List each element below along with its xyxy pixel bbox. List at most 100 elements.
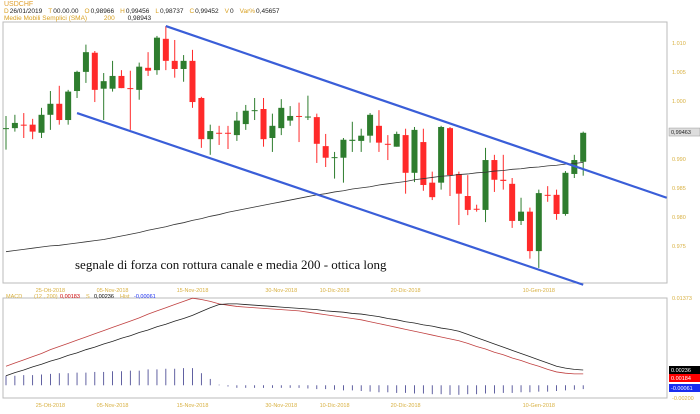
readout-key: H — [120, 8, 125, 15]
symbol-title: USDCHF — [4, 1, 34, 8]
candle-down — [553, 194, 560, 214]
candle-down — [260, 109, 267, 140]
x-tick-label-top: 25-Ott-2018 — [36, 288, 65, 294]
candle-down — [526, 211, 533, 252]
readout-key: D — [4, 8, 9, 15]
candle-up — [3, 128, 9, 130]
candle-down — [118, 75, 125, 89]
macd-badge — [669, 384, 700, 392]
x-tick-label-top: 05-Nov-2018 — [97, 288, 129, 294]
candle-up — [367, 114, 374, 136]
candle-up — [269, 125, 276, 138]
macd-badge-label: 0.00184 — [671, 376, 691, 382]
candle-down — [384, 143, 391, 145]
candle-down — [491, 160, 498, 180]
x-tick-label-bottom: 20-Dic-2018 — [391, 403, 421, 409]
candle-up — [349, 139, 356, 141]
x-tick-label-bottom: 10-Gen-2018 — [523, 403, 555, 409]
sma-period: 200 — [103, 15, 115, 22]
candle-up — [207, 131, 214, 140]
candle-up — [180, 60, 187, 69]
candle-up — [233, 120, 240, 136]
readout-value: 0,45657 — [256, 8, 280, 15]
candle-down — [198, 97, 205, 140]
readout-value: 0,98737 — [159, 8, 184, 15]
y-tick-label: 1.000 — [672, 99, 686, 105]
candle-down — [127, 88, 134, 90]
macd-label: MACD — [6, 294, 22, 300]
candle-up — [11, 122, 18, 129]
channel-upper-line — [165, 25, 668, 199]
x-tick-label-top: 10-Gen-2018 — [523, 288, 555, 294]
y-tick-label: 1.005 — [672, 70, 686, 76]
candle-down — [91, 52, 98, 90]
candle-up — [482, 160, 489, 210]
candle-up — [242, 110, 249, 125]
annotation-text: segnale di forza con rottura canale e me… — [75, 257, 387, 272]
candle-up — [287, 115, 294, 121]
candle-up — [562, 172, 569, 214]
macd-params: (12 , 200) — [34, 294, 58, 300]
macd-y-tick: -0.00200 — [672, 396, 694, 402]
candle-up — [251, 110, 258, 112]
candle-up — [580, 132, 587, 162]
readout-key: T — [48, 8, 53, 15]
candle-up — [47, 103, 54, 115]
readout-value: 0,99456 — [125, 8, 150, 15]
y-tick-label: 0.990 — [672, 157, 686, 163]
signal-line — [5, 303, 584, 377]
sma-value: 0,98943 — [127, 15, 152, 22]
x-tick-label-bottom: 25-Ott-2018 — [36, 403, 65, 409]
x-tick-label-top: 10-Dic-2018 — [320, 288, 350, 294]
candle-down — [464, 196, 471, 210]
readout-value: 0,98966 — [90, 8, 115, 15]
candle-down — [447, 128, 453, 176]
candle-down — [375, 125, 382, 143]
candle-down — [189, 60, 196, 103]
candle-down — [171, 60, 178, 69]
candle-down — [455, 173, 462, 194]
candle-down — [162, 38, 169, 61]
last-price-badge — [668, 127, 700, 137]
readout-key: Var% — [239, 8, 256, 15]
candle-up — [65, 91, 72, 121]
candle-down — [544, 194, 551, 196]
readout-value: 26/01/2019 — [9, 8, 43, 15]
macd-line — [5, 297, 584, 375]
candle-up — [38, 114, 45, 133]
macd-badge — [669, 374, 700, 382]
candle-down — [509, 183, 516, 221]
last-price-label: 0,99463 — [671, 130, 691, 136]
candle-up — [438, 126, 445, 183]
x-tick-label-bottom: 15-Nov-2018 — [177, 403, 209, 409]
x-tick-label-top: 20-Dic-2018 — [391, 288, 421, 294]
y-tick-label: 0.980 — [672, 215, 686, 221]
candle-down — [296, 115, 303, 117]
candle-down — [500, 179, 507, 181]
y-tick-label: 0.985 — [672, 186, 686, 192]
macd-badge — [669, 366, 700, 374]
sma-legend: Medie Mobili Semplici (SMA) 200 0,98943 — [4, 15, 151, 22]
signal-value: 0,00236 — [94, 294, 114, 300]
candle-down — [429, 182, 436, 198]
candle-up — [331, 157, 338, 159]
candle-up — [109, 75, 116, 89]
candle-down — [420, 142, 427, 185]
macd-value: 0,00183 — [60, 294, 80, 300]
candle-up — [518, 211, 525, 221]
readout-key: C — [189, 8, 195, 15]
candle-down — [225, 132, 231, 134]
candle-up — [358, 135, 365, 141]
readout-value: 00.00.00 — [53, 8, 79, 15]
readout-key: V — [224, 8, 229, 15]
candle-down — [473, 208, 480, 210]
macd-badge-label: -0.00061 — [671, 386, 693, 392]
x-tick-label-top: 15-Nov-2018 — [177, 288, 209, 294]
readout-key: L — [155, 8, 159, 15]
candle-down — [402, 135, 409, 173]
candle-up — [82, 52, 89, 72]
x-tick-label-bottom: 30-Nov-2018 — [265, 403, 297, 409]
candle-up — [535, 193, 542, 252]
